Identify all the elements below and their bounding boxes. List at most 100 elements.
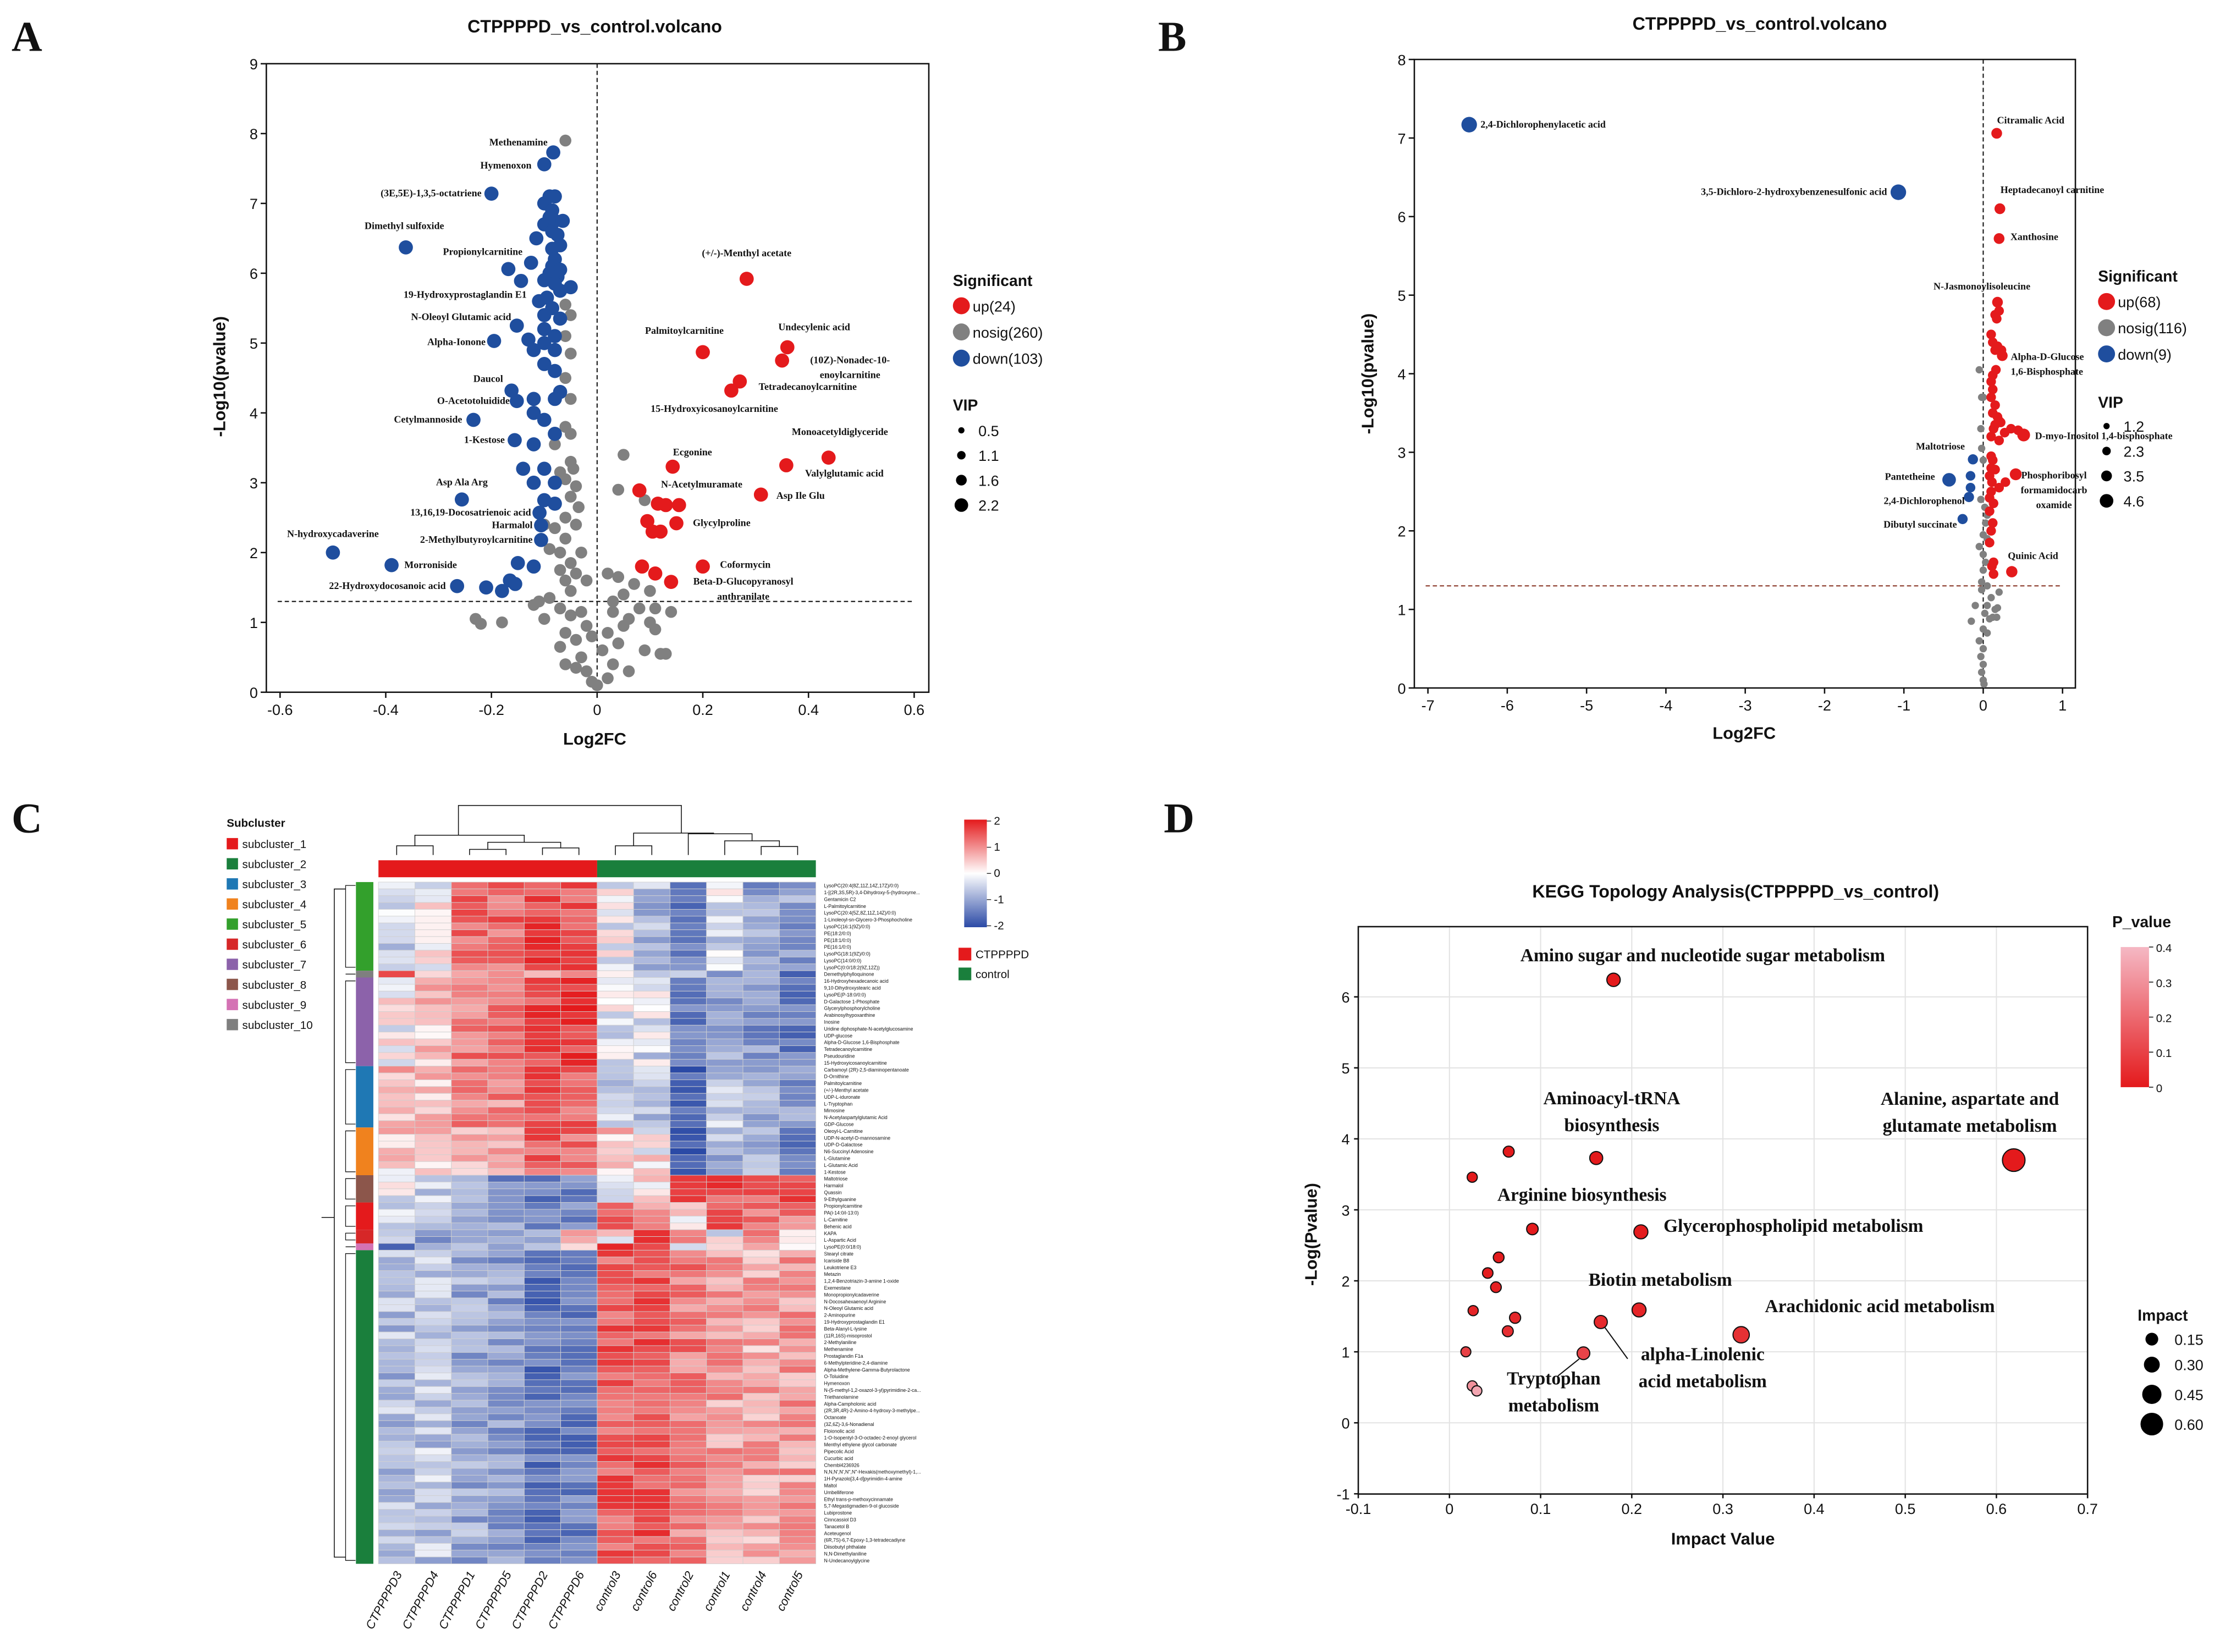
heatmap-cell [524, 1161, 561, 1169]
heatmap-cell [597, 1461, 634, 1469]
heatmap-cell [378, 1120, 415, 1128]
heatmap-cell [451, 1529, 488, 1537]
heatmap-cell [742, 1093, 780, 1101]
heatmap-cell [451, 1345, 488, 1353]
heatmap-cell [779, 1379, 817, 1387]
heatmap-cell [451, 1522, 488, 1530]
point-label: N-Oleoyl Glutamic acid [411, 311, 511, 322]
heatmap-cell [670, 1502, 707, 1510]
heatmap-cell [524, 1502, 561, 1510]
heatmap-cell [633, 936, 670, 944]
heatmap-cell [633, 956, 670, 965]
panel-d-title: KEGG Topology Analysis(CTPPPPD_vs_contro… [1532, 882, 1939, 901]
heatmap-cell [451, 970, 488, 978]
heatmap-cell [378, 1277, 415, 1285]
heatmap-cell [779, 1345, 817, 1353]
heatmap-row-label: 1,2,4-Benzotriazin-3-amine 1-oxide [824, 1279, 899, 1284]
pvalue-tick-label: 0.4 [2156, 942, 2172, 955]
heatmap-cell [597, 1543, 634, 1551]
pathway-label-line: Aminoacyl-tRNA [1543, 1088, 1680, 1109]
heatmap-cell [524, 888, 561, 896]
heatmap-cell [415, 1318, 452, 1326]
up-point [1985, 537, 1995, 548]
down-point-labeled [501, 262, 516, 277]
point-label-line: enoylcarnitine [820, 370, 880, 381]
x-tick-label: -0.6 [267, 702, 293, 718]
heatmap-cell [706, 1379, 743, 1387]
column-dendrogram-branch [542, 847, 580, 855]
panel-a-legend-title: Significant [953, 272, 1033, 289]
color-scale-tick-label: 1 [994, 841, 1000, 853]
heatmap-cell [597, 1257, 634, 1264]
heatmap-cell [706, 1127, 743, 1135]
heatmap-cell [742, 1420, 780, 1428]
heatmap-cell [633, 902, 670, 910]
y-tick-label: 0 [1342, 1416, 1350, 1432]
heatmap-cell [633, 1052, 670, 1060]
heatmap-cell [706, 1195, 743, 1203]
heatmap-cell [524, 1154, 561, 1162]
heatmap-cell [670, 902, 707, 910]
heatmap-cell [487, 929, 525, 937]
point-label-line: Harmalol [492, 519, 533, 530]
subcluster-swatch [227, 898, 238, 910]
heatmap-cell [415, 1529, 452, 1537]
heatmap-cell [706, 1454, 743, 1462]
heatmap-cell [742, 1447, 780, 1455]
heatmap-cell [487, 1461, 525, 1469]
heatmap-cell [779, 888, 817, 896]
heatmap-cell [524, 963, 561, 971]
heatmap-cell [415, 1325, 452, 1332]
heatmap-cell [597, 1284, 634, 1292]
heatmap-cell [524, 1086, 561, 1094]
heatmap-cell [451, 1556, 488, 1565]
panel-a: CTPPPPD_vs_control.volcano Log2FC -Log10… [210, 16, 1043, 748]
heatmap-cell [597, 984, 634, 992]
heatmap-cell [670, 1550, 707, 1557]
heatmap-cell [524, 1522, 561, 1530]
heatmap-cell [378, 1270, 415, 1278]
down-point-labeled [534, 533, 548, 547]
heatmap-cell [560, 998, 598, 1005]
heatmap-cell [378, 1032, 415, 1039]
heatmap-cell [597, 916, 634, 923]
heatmap-row-label: 1-Kestose [824, 1169, 846, 1175]
heatmap-cell [706, 1427, 743, 1435]
heatmap-cell [415, 909, 452, 917]
heatmap-cell [451, 909, 488, 917]
heatmap-cell [670, 1093, 707, 1101]
point-label: Phosphoribosyl formamidocarb oxamide [2021, 470, 2087, 510]
heatmap-cell [670, 1249, 707, 1258]
heatmap-cell [597, 1181, 634, 1190]
heatmap-cell [597, 1373, 634, 1380]
down-point-labeled [326, 545, 340, 560]
heatmap-cell [378, 1482, 415, 1489]
heatmap-row-label: UDP-N-acetyl-D-mannosamine [824, 1135, 891, 1141]
heatmap-cell [451, 1100, 488, 1108]
heatmap-cell [779, 1522, 817, 1530]
heatmap-cell [597, 888, 634, 896]
heatmap-cell [524, 1488, 561, 1496]
heatmap-cell [560, 1284, 598, 1292]
heatmap-cell [560, 1079, 598, 1087]
heatmap-row-label: N-Undecanoylglycine [824, 1558, 870, 1563]
color-scale-tick-label: -2 [994, 919, 1004, 932]
heatmap-row-label: Monopropionylcadaverine [824, 1292, 879, 1297]
heatmap-row-label: Uridine diphosphate-N-acetylglucosamine [824, 1026, 913, 1032]
up-point-labeled [1993, 233, 2005, 244]
down-point-labeled [546, 145, 560, 160]
pathway-point [1467, 1305, 1479, 1317]
heatmap-cell [633, 1393, 670, 1401]
point-label-line: Palmitoylcarnitine [645, 325, 724, 336]
point-label-line: Daucol [473, 373, 503, 384]
heatmap-row-label: (+/-)-Menthyl acetate [824, 1088, 869, 1093]
heatmap-cell [378, 1181, 415, 1190]
heatmap-cell [415, 1195, 452, 1203]
heatmap-cell [451, 1093, 488, 1101]
heatmap-cell [633, 929, 670, 937]
heatmap-cell [706, 1100, 743, 1108]
point-label-line: Phosphoribosyl [2021, 470, 2087, 481]
heatmap-row-label: LysoPC(16:1(9Z)/0:0) [824, 924, 871, 929]
heatmap-row-label: Beta-Alanyl-L-lysine [824, 1326, 867, 1331]
heatmap-cell [378, 888, 415, 896]
